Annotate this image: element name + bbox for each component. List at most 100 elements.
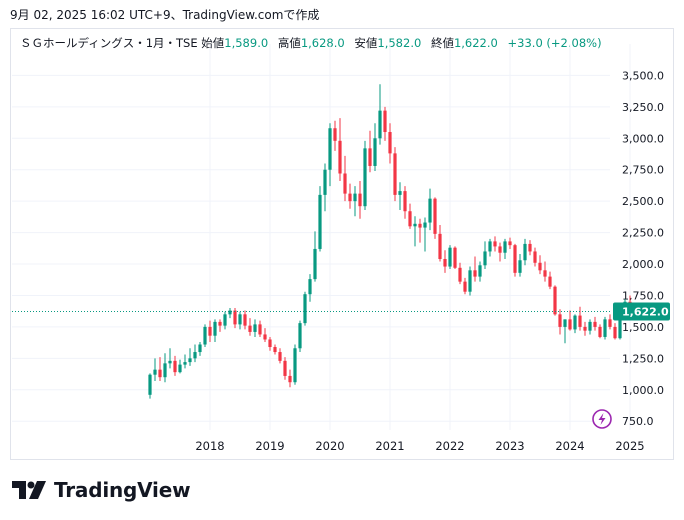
candle bbox=[493, 236, 497, 252]
candle-body bbox=[383, 110, 387, 133]
candle bbox=[308, 274, 312, 302]
price-axis[interactable]: 750.0 1,000.0 1,250.0 1,500.0 1,750.0 2,000.0… bbox=[622, 69, 664, 428]
candle bbox=[583, 321, 587, 336]
candle bbox=[473, 256, 477, 282]
candle bbox=[413, 216, 417, 247]
lightning-bolt-icon[interactable] bbox=[592, 409, 612, 429]
candle bbox=[503, 238, 507, 260]
candle-body bbox=[348, 193, 352, 202]
candlestick-chart[interactable]: 750.0 1,000.0 1,250.0 1,500.0 1,750.0 2,000.0… bbox=[0, 0, 684, 470]
brand-name: TradingView bbox=[54, 478, 191, 502]
candle-body bbox=[523, 243, 527, 261]
candle bbox=[228, 308, 232, 319]
candle-body bbox=[353, 193, 357, 202]
candle-body bbox=[563, 319, 567, 327]
candle bbox=[233, 308, 237, 329]
x-tick-label: 2020 bbox=[315, 439, 344, 453]
candle bbox=[203, 324, 207, 348]
candle-body bbox=[203, 326, 207, 345]
candle bbox=[273, 344, 277, 355]
candle-body bbox=[228, 310, 232, 315]
x-tick-label: 2023 bbox=[495, 439, 524, 453]
y-tick-label: 1,500.0 bbox=[622, 321, 664, 334]
candle-body bbox=[328, 128, 332, 170]
candle-body bbox=[543, 270, 547, 277]
candle-body bbox=[413, 223, 417, 227]
candle bbox=[283, 357, 287, 380]
candle-body bbox=[448, 247, 452, 267]
candle-body bbox=[453, 247, 457, 268]
candle-body bbox=[298, 323, 302, 349]
candle bbox=[253, 319, 257, 337]
candle bbox=[288, 369, 292, 388]
candle-body bbox=[463, 281, 467, 292]
candle bbox=[378, 84, 382, 145]
candle-body bbox=[468, 270, 472, 292]
candle bbox=[388, 123, 392, 164]
candle bbox=[393, 147, 397, 202]
candle-body bbox=[308, 279, 312, 295]
candle-body bbox=[533, 251, 537, 263]
candles bbox=[148, 84, 642, 399]
candle bbox=[363, 140, 367, 210]
candle-body bbox=[193, 352, 197, 359]
candle bbox=[573, 314, 577, 334]
candle bbox=[188, 348, 192, 366]
candle-body bbox=[593, 321, 597, 327]
candle bbox=[243, 310, 247, 330]
chart-caption: 9月 02, 2025 16:02 UTC+9、TradingView.comで… bbox=[10, 8, 320, 22]
time-axis[interactable]: 2018 2019 2020 2021 2022 2023 2024 2025 bbox=[195, 439, 644, 453]
candle bbox=[453, 246, 457, 270]
candle-body bbox=[218, 321, 222, 326]
candle-body bbox=[248, 325, 252, 332]
last-price-tag: 1,622.0 bbox=[613, 302, 670, 321]
candle bbox=[178, 359, 182, 374]
candle bbox=[513, 243, 517, 277]
candle bbox=[518, 253, 522, 277]
candle-body bbox=[283, 360, 287, 376]
candle bbox=[533, 247, 537, 267]
candle bbox=[263, 328, 267, 342]
candle-body bbox=[233, 310, 237, 325]
candle-body bbox=[278, 352, 282, 361]
candle bbox=[488, 238, 492, 257]
candle-body bbox=[578, 315, 582, 327]
y-tick-label: 1,000.0 bbox=[622, 384, 664, 397]
candle bbox=[193, 344, 197, 363]
y-tick-label: 1,250.0 bbox=[622, 352, 664, 365]
candle bbox=[278, 348, 282, 364]
close-label: 終値 bbox=[430, 36, 454, 50]
candle bbox=[543, 261, 547, 282]
open-label: 始値 bbox=[201, 36, 225, 50]
candle-body bbox=[443, 259, 447, 267]
candle bbox=[593, 316, 597, 331]
candle bbox=[508, 237, 512, 249]
candle-body bbox=[588, 321, 592, 331]
candle bbox=[523, 238, 527, 266]
candle-body bbox=[423, 222, 427, 228]
low-label: 安値 bbox=[354, 36, 378, 50]
open-value: 1,589.0 bbox=[224, 36, 269, 50]
candle-body bbox=[528, 243, 532, 252]
candle-body bbox=[343, 173, 347, 194]
candle bbox=[213, 319, 217, 342]
candle-body bbox=[263, 334, 267, 340]
high-value: 1,628.0 bbox=[300, 36, 345, 50]
chart-panel[interactable] bbox=[10, 28, 674, 460]
candle-body bbox=[323, 169, 327, 195]
symbol-name[interactable]: ＳＧホールディングス・1月・TSE bbox=[20, 36, 198, 50]
candle-body bbox=[553, 286, 557, 315]
tradingview-logo[interactable]: TradingView bbox=[12, 478, 191, 502]
candle bbox=[598, 324, 602, 339]
candle-body bbox=[558, 314, 562, 327]
candle-body bbox=[393, 153, 397, 195]
candle bbox=[608, 314, 612, 330]
candle bbox=[603, 316, 607, 340]
x-tick-label: 2025 bbox=[615, 439, 644, 453]
candle bbox=[498, 242, 502, 262]
candle-body bbox=[583, 326, 587, 331]
candle-body bbox=[408, 211, 412, 227]
candle-body bbox=[153, 369, 157, 375]
candle bbox=[563, 319, 567, 344]
candle-body bbox=[363, 148, 367, 207]
